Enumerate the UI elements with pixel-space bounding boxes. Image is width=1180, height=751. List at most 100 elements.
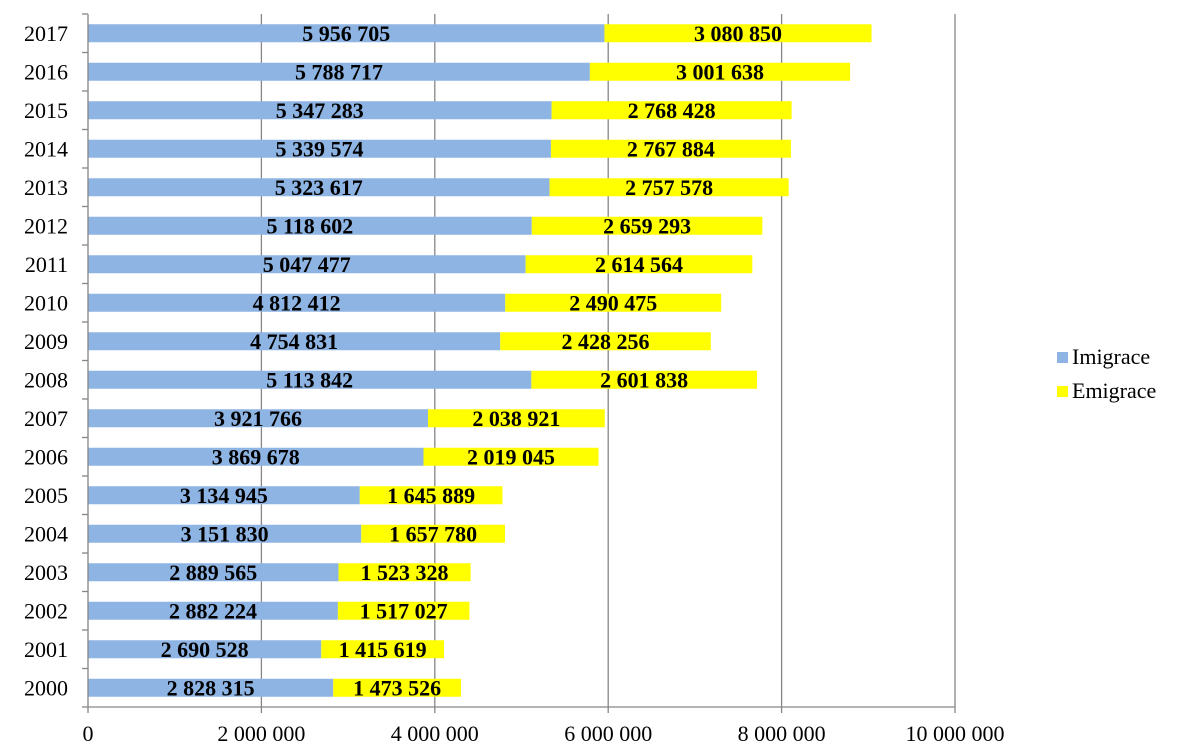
category-label-2017: 2017 (24, 21, 68, 46)
data-label-imigrace-2011: 5 047 477 (263, 252, 351, 277)
x-tick-labels: 0 2 000 000 4 000 000 6 000 000 8 000 000 10 … (83, 721, 1005, 746)
data-label-emigrace-2006: 2 019 045 (467, 444, 555, 469)
bar-emigrace-2013 (549, 178, 789, 197)
data-label-imigrace-2013: 5 323 617 (275, 175, 363, 200)
legend-swatch-emigrace (1057, 385, 1068, 397)
data-label-imigrace-2006: 3 869 678 (212, 444, 300, 469)
category-label-2013: 2013 (24, 175, 68, 200)
data-label-imigrace-2014: 5 339 574 (275, 136, 363, 161)
bar-imigrace-2001 (88, 640, 322, 659)
x-tick-label-5: 10 000 000 (906, 721, 1005, 746)
category-label-2006: 2006 (24, 444, 68, 469)
legend-item-imigrace: Imigrace (1057, 340, 1156, 374)
bar-emigrace-2008 (531, 370, 757, 389)
data-label-emigrace-2012: 2 659 293 (603, 213, 691, 238)
bar-emigrace-2000 (333, 678, 461, 697)
data-label-emigrace-2015: 2 768 428 (628, 98, 716, 123)
bar-emigrace-2014 (550, 139, 791, 158)
bar-emigrace-2004 (361, 524, 505, 543)
data-label-emigrace-2016: 3 001 638 (676, 59, 764, 84)
bar-imigrace-2009 (88, 332, 501, 351)
data-label-imigrace-2012: 5 118 602 (266, 213, 353, 238)
x-tick-label-2: 4 000 000 (391, 721, 479, 746)
data-label-emigrace-2000: 1 473 526 (353, 675, 441, 700)
bar-imigrace-2016 (88, 62, 590, 81)
bar-imigrace-2013 (88, 178, 550, 197)
legend-swatch-imigrace (1057, 351, 1068, 363)
bar-emigrace-2001 (321, 640, 445, 659)
data-label-emigrace-2001: 1 415 619 (339, 637, 427, 662)
legend: Imigrace Emigrace (1057, 340, 1156, 408)
data-label-imigrace-2008: 5 113 842 (266, 367, 353, 392)
x-tick-label-0: 0 (83, 721, 94, 746)
bar-imigrace-2011 (88, 255, 526, 274)
data-label-imigrace-2002: 2 882 224 (169, 598, 257, 623)
data-label-emigrace-2002: 1 517 027 (360, 598, 448, 623)
x-tick-label-4: 8 000 000 (738, 721, 826, 746)
legend-label-emigrace: Emigrace (1072, 378, 1157, 403)
category-label-2016: 2016 (24, 59, 68, 84)
category-label-2012: 2012 (24, 213, 68, 238)
bar-emigrace-2015 (551, 101, 792, 120)
data-label-imigrace-2009: 4 754 831 (250, 329, 338, 354)
data-label-emigrace-2004: 1 657 780 (389, 521, 477, 546)
data-label-emigrace-2005: 1 645 889 (387, 483, 475, 508)
category-label-2005: 2005 (24, 483, 68, 508)
data-label-imigrace-2016: 5 788 717 (295, 59, 383, 84)
data-label-emigrace-2003: 1 523 328 (361, 560, 449, 585)
category-label-2002: 2002 (24, 598, 68, 623)
data-label-emigrace-2009: 2 428 256 (562, 329, 650, 354)
data-label-emigrace-2007: 2 038 921 (472, 406, 560, 431)
data-label-emigrace-2014: 2 767 884 (627, 136, 715, 161)
bar-imigrace-2000 (88, 678, 334, 697)
bar-emigrace-2007 (428, 409, 605, 428)
category-label-2011: 2011 (25, 252, 68, 277)
bar-imigrace-2014 (88, 139, 551, 158)
data-label-imigrace-2017: 5 956 705 (302, 21, 390, 46)
bar-imigrace-2006 (88, 447, 424, 466)
x-tick-label-1: 2 000 000 (217, 721, 305, 746)
bar-imigrace-2017 (88, 24, 605, 43)
category-label-2003: 2003 (24, 560, 68, 585)
legend-label-imigrace: Imigrace (1072, 344, 1151, 369)
data-label-emigrace-2017: 3 080 850 (694, 21, 782, 46)
bar-emigrace-2003 (338, 563, 471, 582)
category-label-2014: 2014 (24, 136, 68, 161)
bar-imigrace-2007 (88, 409, 429, 428)
x-tick-label-3: 6 000 000 (564, 721, 652, 746)
data-label-imigrace-2010: 4 812 412 (253, 290, 341, 315)
category-label-2004: 2004 (24, 521, 68, 546)
category-label-2000: 2000 (24, 675, 68, 700)
bar-imigrace-2003 (88, 563, 339, 582)
data-label-emigrace-2008: 2 601 838 (600, 367, 688, 392)
legend-item-emigrace: Emigrace (1057, 374, 1156, 408)
data-label-emigrace-2010: 2 490 475 (569, 290, 657, 315)
bar-emigrace-2011 (525, 255, 753, 274)
bar-emigrace-2005 (359, 486, 503, 505)
bar-emigrace-2017 (604, 24, 872, 43)
data-label-imigrace-2003: 2 889 565 (169, 560, 257, 585)
bar-imigrace-2008 (88, 370, 532, 389)
data-label-imigrace-2015: 5 347 283 (276, 98, 364, 123)
data-label-imigrace-2000: 2 828 315 (167, 675, 255, 700)
category-label-2008: 2008 (24, 367, 68, 392)
category-labels: 2000 2001 2002 2003 2004 2005 2006 2007 2008 2009… (24, 21, 68, 701)
bar-emigrace-2006 (423, 447, 599, 466)
bar-imigrace-2015 (88, 101, 552, 120)
data-label-emigrace-2011: 2 614 564 (595, 252, 683, 277)
bar-emigrace-2009 (500, 332, 711, 351)
bar-emigrace-2016 (589, 62, 851, 81)
data-label-imigrace-2001: 2 690 528 (161, 637, 249, 662)
bar-emigrace-2012 (531, 216, 763, 235)
bar-emigrace-2010 (505, 293, 722, 312)
data-label-emigrace-2013: 2 757 578 (625, 175, 713, 200)
bar-imigrace-2002 (88, 601, 338, 620)
bar-imigrace-2012 (88, 216, 532, 235)
bar-emigrace-2002 (337, 601, 470, 620)
data-label-imigrace-2004: 3 151 830 (181, 521, 269, 546)
gridlines (260, 14, 956, 707)
category-label-2001: 2001 (24, 637, 68, 662)
data-label-imigrace-2007: 3 921 766 (214, 406, 302, 431)
bar-imigrace-2010 (88, 293, 506, 312)
